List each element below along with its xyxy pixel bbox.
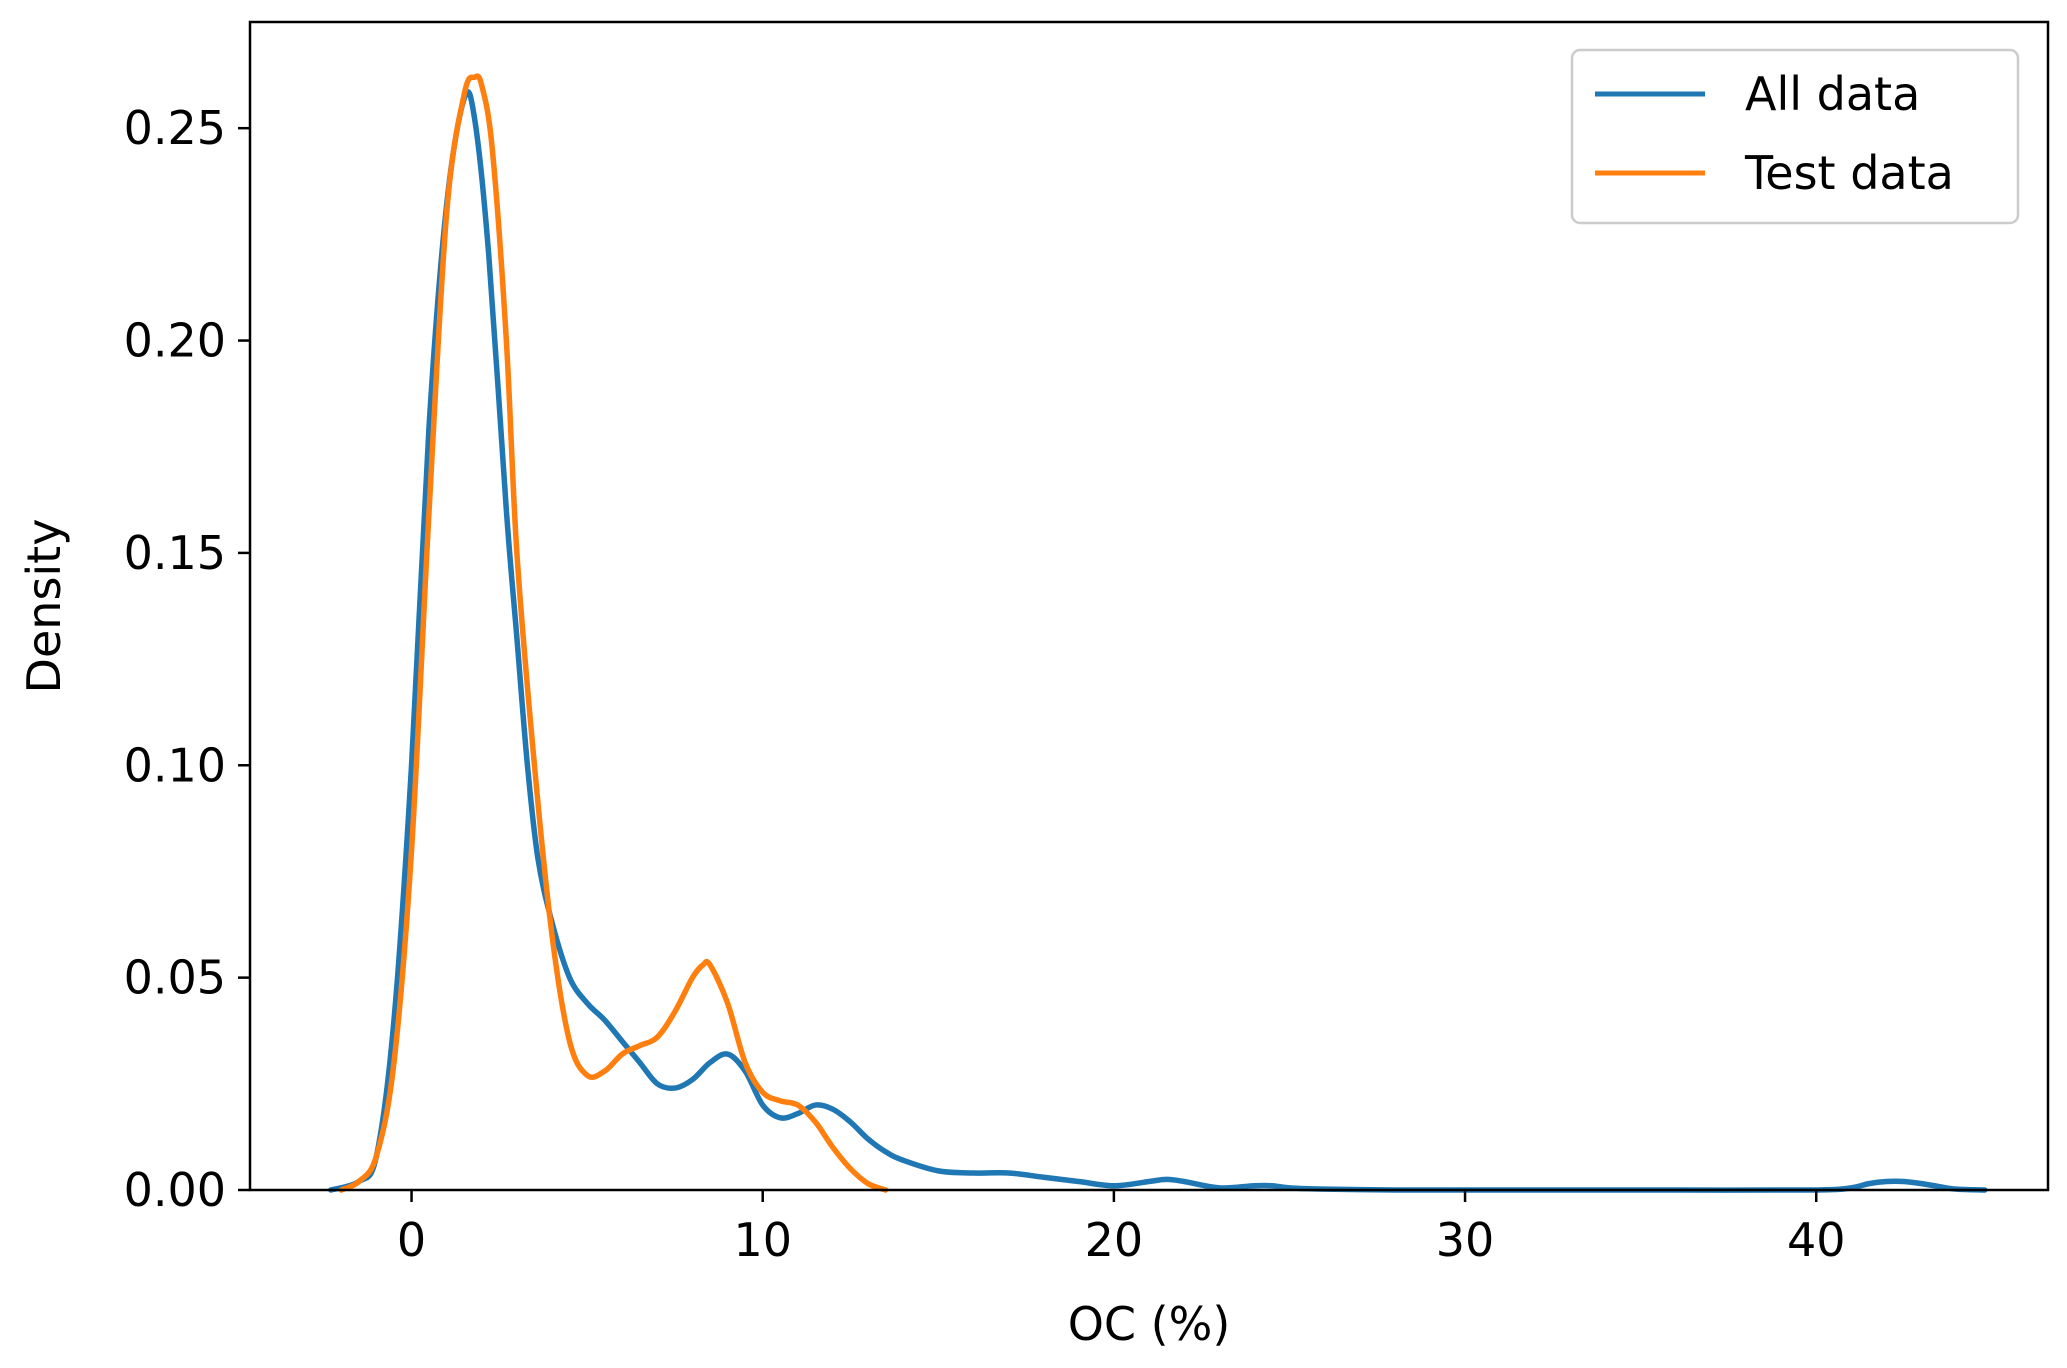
plot-frame <box>248 20 2050 1192</box>
y-tick-label: 0.05 <box>124 951 226 1005</box>
y-tick-label: 0.10 <box>124 738 226 792</box>
x-tick-label: 0 <box>397 1213 426 1267</box>
series-line-test-data <box>338 73 889 1193</box>
legend-label-all-data: All data <box>1745 67 1920 121</box>
x-tick-label: 20 <box>1085 1213 1144 1267</box>
x-axis-title: OC (%) <box>1068 1297 1231 1351</box>
legend-label-test-data: Test data <box>1744 146 1954 200</box>
y-tick-label: 0.15 <box>124 526 226 580</box>
x-axis: 0 10 20 30 40 <box>397 1190 1846 1267</box>
x-tick-label: 10 <box>733 1213 792 1267</box>
y-tick-label: 0.00 <box>124 1163 226 1217</box>
x-tick-label: 40 <box>1787 1213 1846 1267</box>
y-axis: 0.00 0.05 0.10 0.15 0.20 0.25 <box>124 101 250 1217</box>
y-axis-title: Density <box>17 519 71 694</box>
x-tick-label: 30 <box>1436 1213 1495 1267</box>
y-tick-label: 0.25 <box>124 101 226 155</box>
y-tick-label: 0.20 <box>124 314 226 368</box>
legend: All data Test data <box>1570 48 2020 225</box>
